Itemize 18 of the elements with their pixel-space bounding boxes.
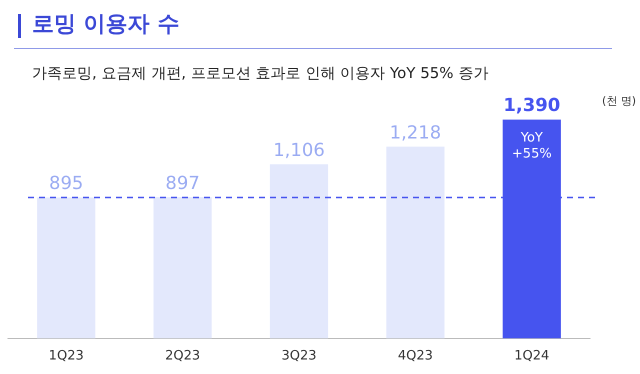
bar — [154, 197, 212, 338]
chart-subtitle: 가족로밍, 요금제 개편, 프로모션 효과로 인해 이용자 YoY 55% 증가 — [32, 64, 488, 83]
x-tick-label: 4Q23 — [398, 348, 433, 364]
bar — [386, 146, 444, 338]
data-label: 1,218 — [390, 122, 442, 144]
x-tick-label: 1Q24 — [514, 348, 550, 364]
text: (천 명) — [602, 94, 636, 108]
x-tick-label: 3Q23 — [281, 348, 317, 364]
data-label: 897 — [165, 172, 200, 194]
annotation: YoY +55% — [512, 130, 552, 162]
chart-title: 로밍 이용자 수 — [32, 11, 180, 39]
x-tick-label: 2Q23 — [165, 348, 200, 364]
bar — [37, 198, 96, 338]
data-label: 1,390 — [503, 95, 560, 116]
data-label: 895 — [49, 173, 84, 194]
x-tick-label: 1Q23 — [48, 348, 84, 364]
bar — [270, 164, 328, 338]
data-label: 1,106 — [273, 140, 325, 161]
